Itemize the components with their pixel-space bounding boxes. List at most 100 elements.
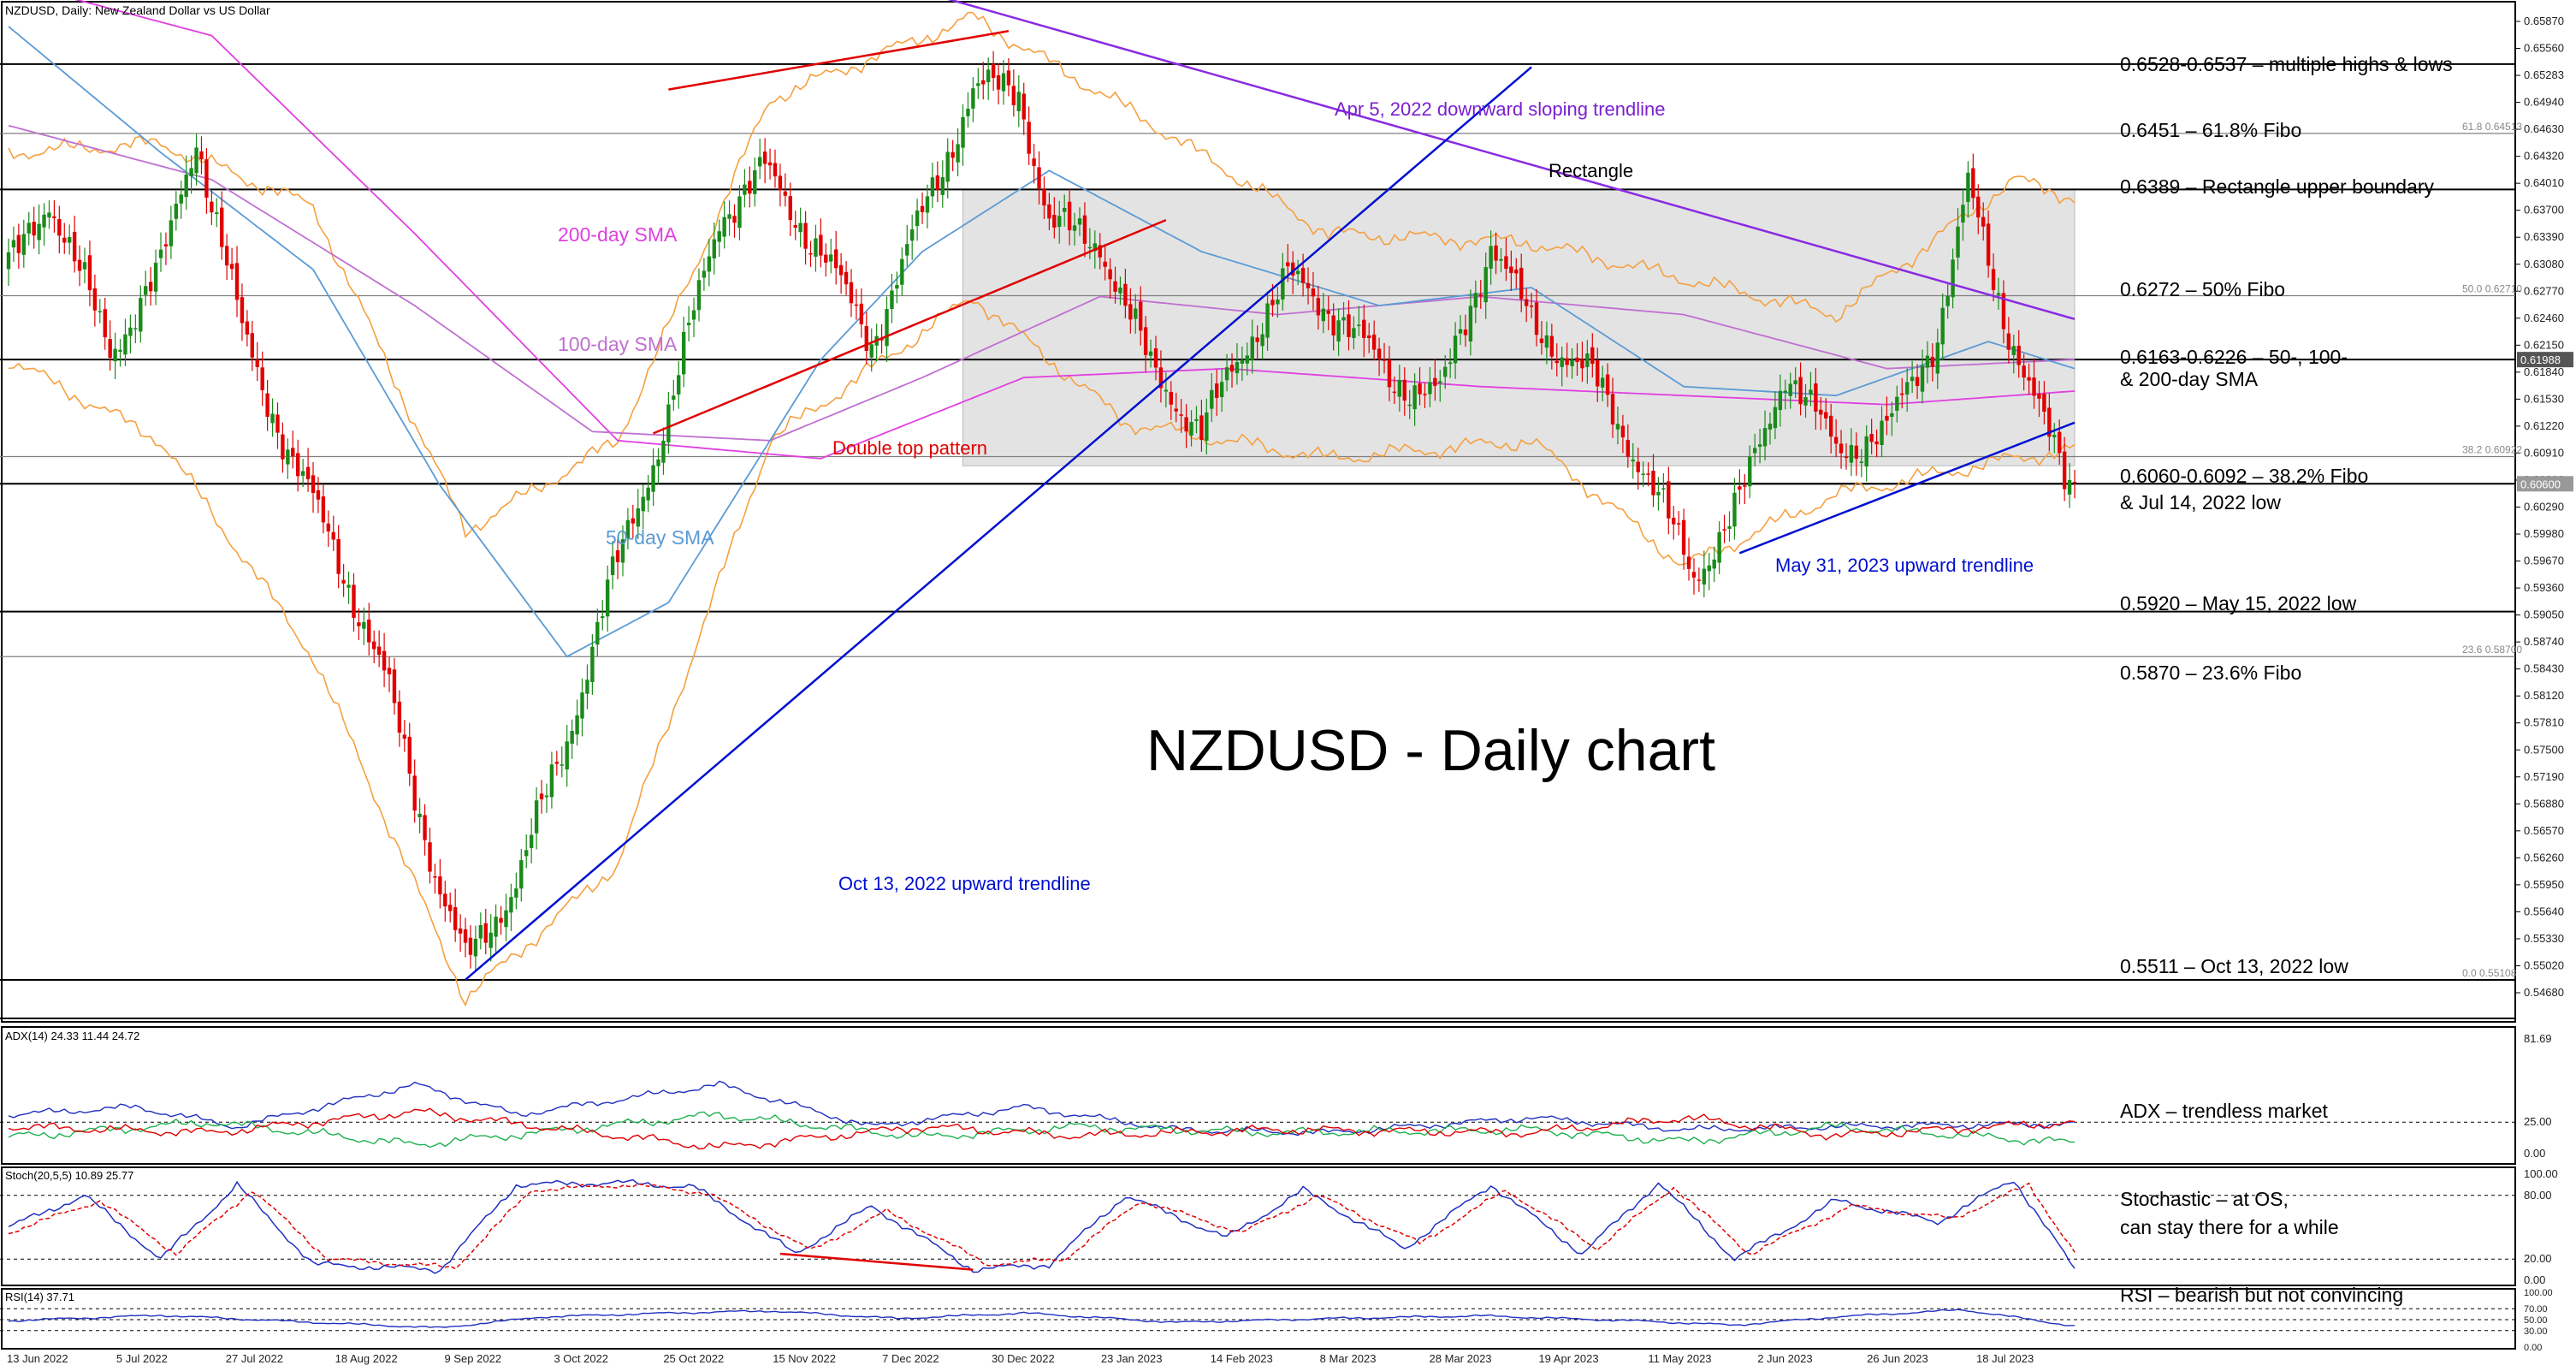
- candle-body: [885, 309, 889, 347]
- candle-body: [1768, 424, 1773, 430]
- rectangle-label: Rectangle: [1549, 160, 1633, 181]
- candle-body: [87, 255, 92, 291]
- candle-body: [1691, 572, 1697, 578]
- candle-body: [1743, 485, 1747, 487]
- candle-body: [103, 309, 107, 338]
- candle-body: [808, 252, 813, 255]
- candle-body: [326, 523, 331, 532]
- candle-body: [1032, 158, 1036, 166]
- candle-body: [646, 487, 650, 501]
- y-tick-label: 0.64940: [2524, 96, 2564, 109]
- candle-body: [773, 163, 778, 177]
- x-tick-label: 7 Dec 2022: [882, 1352, 939, 1365]
- y-tick-label: 0.64630: [2524, 122, 2564, 135]
- candle-body: [423, 815, 427, 840]
- candle-body: [478, 925, 483, 939]
- last-price-box: [2517, 352, 2573, 368]
- candle-body: [128, 327, 133, 336]
- y-tick-label: 0.59360: [2524, 581, 2564, 594]
- candle-body: [743, 184, 747, 195]
- double-top-lower-line: [653, 218, 1167, 435]
- adx-tick: 0.00: [2524, 1147, 2545, 1160]
- candle-body: [909, 229, 915, 241]
- candle-body: [1291, 262, 1295, 276]
- candle-body: [1489, 246, 1493, 269]
- candle-body: [636, 508, 640, 527]
- candle-body: [1042, 189, 1046, 206]
- candle-body: [1087, 246, 1093, 249]
- candle-body: [945, 151, 950, 182]
- candle-body: [935, 175, 940, 190]
- candle-body: [1565, 358, 1569, 365]
- y-tick-label: 0.55640: [2524, 905, 2564, 917]
- candle-body: [300, 471, 305, 476]
- candle-body: [1757, 444, 1762, 448]
- candle-body: [1377, 348, 1382, 359]
- candle-body: [1631, 460, 1635, 462]
- candle-body: [1235, 362, 1240, 374]
- candle-body: [1260, 334, 1264, 347]
- candle-body: [1712, 559, 1716, 569]
- candle-body: [281, 434, 285, 460]
- candle-body: [838, 264, 844, 276]
- candle-body: [433, 876, 437, 878]
- candle-body: [234, 263, 240, 300]
- candle-body: [788, 196, 792, 221]
- downtrend-line: [947, 0, 2076, 321]
- rectangle-zone: [962, 188, 2076, 466]
- candle-body: [1103, 261, 1107, 267]
- candle-body: [1885, 415, 1889, 421]
- candle-body: [996, 74, 1001, 90]
- candle-body: [819, 234, 823, 256]
- candle-body: [529, 834, 534, 848]
- candle-body: [1098, 245, 1102, 258]
- candle-body: [585, 680, 589, 694]
- candle-body: [1833, 436, 1839, 444]
- candle-body: [1158, 367, 1164, 389]
- candle-body: [539, 793, 544, 799]
- x-tick-label: 5 Jul 2022: [116, 1352, 168, 1365]
- candle-body: [113, 348, 117, 362]
- candle-body: [1453, 335, 1458, 364]
- candle-body: [534, 800, 539, 834]
- candle-body: [1672, 518, 1676, 525]
- candle-body: [1844, 456, 1849, 459]
- candle-body: [677, 375, 681, 395]
- candle-body: [37, 223, 41, 240]
- candle-body: [220, 207, 224, 247]
- adx-tick: 81.69: [2524, 1032, 2552, 1045]
- candle-body: [1139, 301, 1143, 331]
- candle-body: [1407, 404, 1412, 407]
- candle-body: [1229, 365, 1235, 372]
- rsi-label: RSI – bearish but not convincing: [2120, 1284, 2403, 1306]
- level-label-3: 0.6272 – 50% Fibo: [2120, 278, 2285, 300]
- candle-body: [2067, 479, 2072, 495]
- candle-body: [1869, 434, 1874, 442]
- candle-body: [296, 453, 300, 477]
- candle-body: [1134, 308, 1138, 319]
- y-tick-label: 0.56570: [2524, 824, 2564, 837]
- x-tick-label: 27 Jul 2022: [226, 1352, 283, 1365]
- candle-body: [1093, 243, 1098, 252]
- candle-body: [1270, 300, 1275, 306]
- candle-body: [2001, 293, 2006, 329]
- candle-body: [966, 109, 970, 116]
- rsi-panel-frame: [1, 1288, 2516, 1350]
- candle-body: [1189, 422, 1193, 436]
- candle-body: [16, 234, 21, 253]
- y-tick-label: 0.57810: [2524, 716, 2564, 729]
- candle-body: [702, 270, 707, 278]
- candle-body: [696, 280, 702, 311]
- candle-body: [2072, 482, 2077, 484]
- candle-body: [179, 194, 183, 204]
- candle-body: [376, 646, 382, 656]
- y-tick-label: 0.61840: [2524, 365, 2564, 378]
- candle-body: [595, 621, 600, 645]
- candle-body: [367, 619, 371, 643]
- chart-title: NZDUSD - Daily chart: [1146, 718, 1715, 783]
- candle-body: [1956, 226, 1960, 258]
- candle-body: [331, 531, 335, 540]
- candle-body: [2006, 333, 2011, 350]
- y-tick-label: 0.61530: [2524, 392, 2564, 405]
- sma100-label: 100-day SMA: [558, 333, 678, 355]
